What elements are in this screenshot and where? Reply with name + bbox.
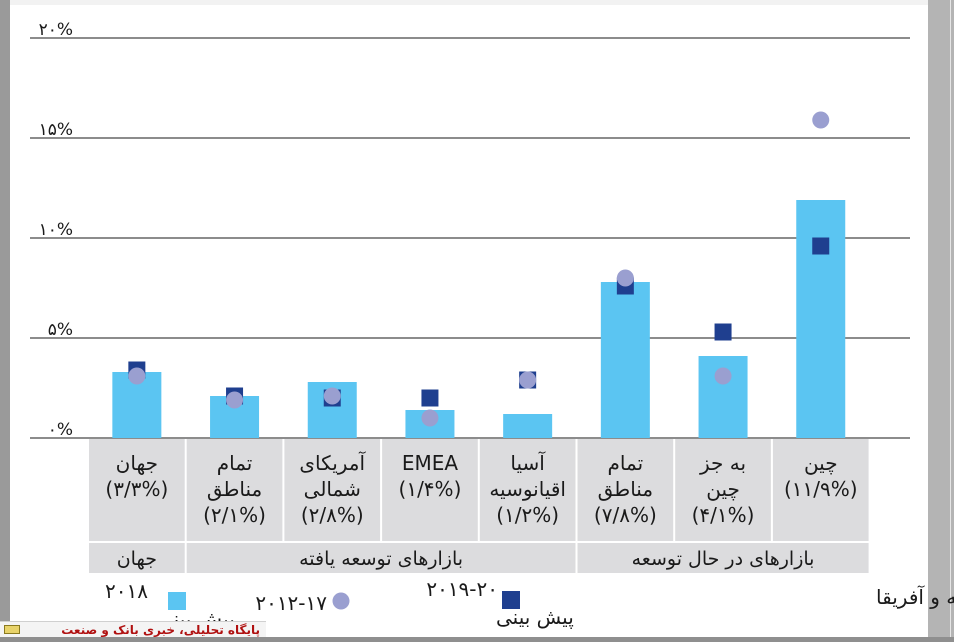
- category-label: مناطق: [598, 477, 653, 501]
- category-label: به جز: [699, 451, 746, 475]
- legend-note: EMEA: اروپا، خاورمیانه و آفریقا: [876, 584, 954, 610]
- y-tick-label: ۱۰%: [39, 220, 73, 240]
- category-label: (۳/۳%): [105, 477, 168, 501]
- square-marker: [714, 323, 732, 341]
- category-label: تمام: [608, 451, 644, 475]
- y-tick-label: ۱۵%: [39, 120, 73, 140]
- y-tick-label: ۲۰%: [39, 20, 73, 40]
- group-label: جهان: [117, 548, 157, 570]
- frame-bottom: [0, 637, 954, 642]
- legend-square-swatch: [502, 591, 520, 609]
- category-label: (۷/۸%): [594, 503, 657, 527]
- group-panel: [186, 543, 576, 573]
- category-label: تمام: [217, 451, 253, 475]
- category-panel: [577, 439, 674, 541]
- circle-marker: [421, 409, 439, 427]
- category-label: آسیا: [510, 450, 546, 475]
- site-watermark: پایگاه تحلیلی، خبری بانک و صنعت: [0, 621, 266, 637]
- frame-left: [0, 0, 10, 642]
- category-label: EMEA: [402, 451, 459, 475]
- group-label: بازارهای توسعه یافته: [299, 548, 463, 570]
- square-marker: [812, 237, 830, 255]
- circle-marker: [226, 391, 244, 409]
- category-label: (۴/۱%): [692, 503, 755, 527]
- circle-marker: [519, 371, 537, 389]
- category-label: چین: [804, 451, 838, 475]
- window-scrollbar[interactable]: [928, 0, 954, 642]
- legend-square-label-line2: پیش بینی: [496, 605, 574, 630]
- category-panel: [382, 439, 478, 541]
- category-label: مناطق: [207, 477, 262, 501]
- category-label: شمالی: [304, 477, 361, 501]
- category-panel: [186, 439, 283, 541]
- category-panel: [675, 439, 771, 541]
- circle-marker: [616, 269, 634, 287]
- y-axis-ticks: ۰% ۵% ۱۰% ۱۵% ۲۰%: [39, 20, 73, 440]
- circle-marker: [128, 367, 146, 385]
- category-label: (۲/۱%): [203, 503, 266, 527]
- legend-bar-swatch: [168, 592, 186, 610]
- circle-marker: [812, 111, 830, 129]
- category-labels: جهان(۳/۳%)تماممناطق(۲/۱%)آمریکایشمالی(۲/…: [105, 450, 857, 527]
- bar: [796, 200, 846, 438]
- category-panel: [479, 439, 576, 541]
- frame-right-line: [950, 0, 951, 642]
- group-panel: [89, 543, 185, 573]
- category-panel: [772, 439, 869, 541]
- circle-marker: [714, 367, 732, 385]
- category-label: (۱۱/۹%): [784, 477, 858, 501]
- group-label: بازارهای در حال توسعه: [632, 548, 815, 570]
- watermark-text: پایگاه تحلیلی، خبری بانک و صنعت: [61, 623, 260, 637]
- y-tick-label: ۵%: [48, 320, 73, 340]
- bar: [503, 414, 553, 438]
- legend-square-label-line1: ۲۰۱۹-۲۰: [426, 577, 498, 601]
- category-label: (۲/۸%): [301, 503, 364, 527]
- circle-series: [128, 111, 830, 427]
- circle-marker: [323, 387, 341, 405]
- group-panel: [577, 543, 869, 573]
- category-label: چین: [706, 477, 740, 501]
- category-label: (۱/۲%): [496, 503, 559, 527]
- category-label: جهان: [116, 451, 158, 475]
- legend-circle-label: ۲۰۱۲-۱۷: [255, 591, 327, 615]
- bar: [600, 282, 650, 438]
- category-panel: [284, 439, 381, 541]
- square-marker: [421, 389, 439, 407]
- legend-bar-label-line1: ۲۰۱۸: [105, 579, 148, 603]
- bar-series: [112, 200, 846, 438]
- category-label: اقیانوسیه: [489, 477, 566, 501]
- group-labels: جهان بازارهای توسعه یافته بازارهای در حال …: [117, 548, 815, 570]
- legend-circle-swatch: [332, 592, 350, 610]
- category-panels: [89, 439, 869, 573]
- category-label: آمریکای: [299, 450, 366, 475]
- category-label: (۱/۴%): [399, 477, 462, 501]
- gridlines: [30, 37, 910, 439]
- frame-top: [10, 0, 928, 5]
- category-panel: [89, 439, 185, 541]
- flag-icon: [4, 625, 20, 634]
- y-tick-label: ۰%: [48, 420, 73, 440]
